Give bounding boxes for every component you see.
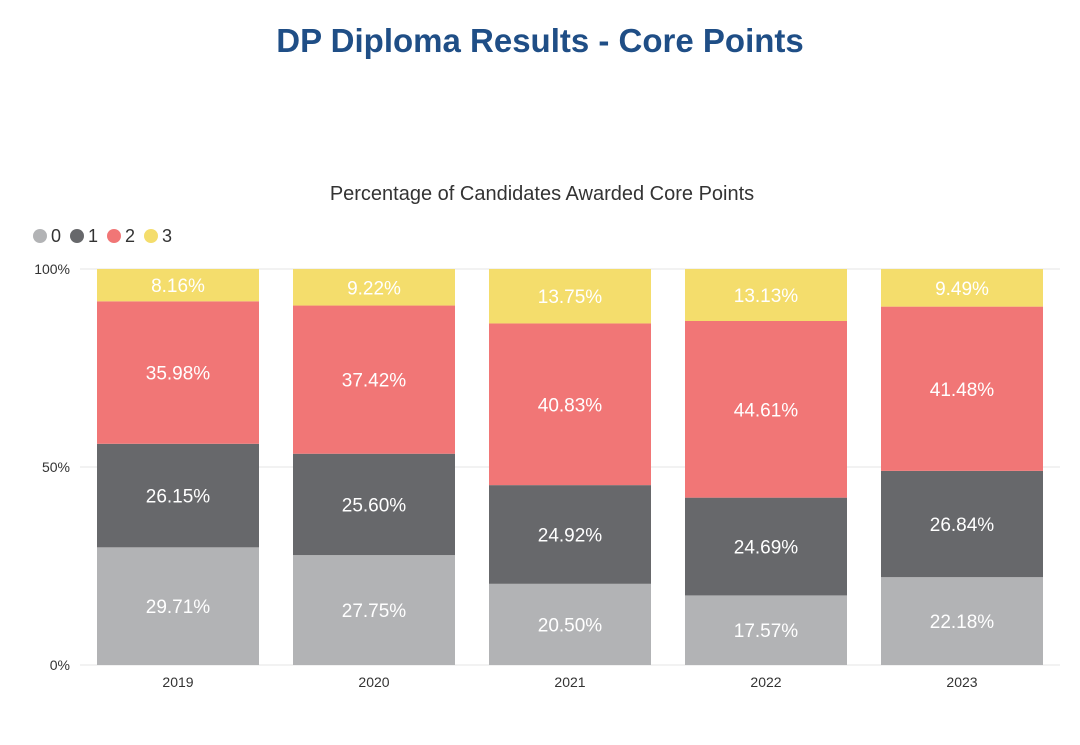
legend-label: 1 [88, 226, 98, 246]
legend-swatch [70, 229, 84, 243]
bar-segment [293, 269, 455, 306]
bar-segment [97, 443, 259, 548]
bar-segment [881, 306, 1043, 471]
bar-segment [97, 301, 259, 444]
data-label: 37.42% [342, 371, 407, 392]
data-label: 29.71% [146, 597, 211, 618]
data-label: 25.60% [342, 495, 407, 516]
data-label: 17.57% [734, 621, 799, 642]
bar-segment [881, 269, 1043, 307]
legend-label: 0 [51, 226, 61, 246]
legend-swatch [107, 229, 121, 243]
y-tick-label: 0% [50, 657, 70, 673]
bar-segment [685, 320, 847, 498]
data-label: 40.83% [538, 395, 603, 416]
data-label: 22.18% [930, 612, 995, 633]
bar-segment [293, 305, 455, 454]
data-label: 24.69% [734, 538, 799, 559]
page-title: DP Diploma Results - Core Points [276, 22, 804, 59]
data-label: 13.75% [538, 287, 603, 308]
bar-segment [881, 470, 1043, 578]
x-tick-label: 2021 [554, 674, 585, 690]
bar-segment [685, 595, 847, 665]
bar-segment [97, 547, 259, 665]
bar-segment [489, 583, 651, 665]
data-label: 8.16% [151, 276, 205, 297]
y-axis: 0% 50% 100% [34, 261, 70, 673]
data-label: 13.13% [734, 286, 799, 307]
bar-segment [489, 485, 651, 584]
bars: 29.71% 26.15% 35.98% 8.16% 27.75% 25.60% 37.42… [97, 269, 1043, 665]
data-label: 44.61% [734, 400, 799, 421]
data-label: 35.98% [146, 364, 211, 385]
x-tick-label: 2022 [750, 674, 781, 690]
data-label: 24.92% [538, 525, 603, 546]
legend: 0 1 2 3 [33, 226, 172, 246]
legend-label: 2 [125, 226, 135, 246]
legend-label: 3 [162, 226, 172, 246]
legend-swatch [144, 229, 158, 243]
y-tick-label: 50% [42, 459, 70, 475]
chart-title: Percentage of Candidates Awarded Core Po… [330, 183, 754, 205]
x-tick-label: 2023 [946, 674, 977, 690]
bar-segment [97, 269, 259, 302]
y-tick-label: 100% [34, 261, 70, 277]
x-axis: 2019 2020 2021 2022 2023 [162, 674, 977, 690]
bar-segment [685, 269, 847, 321]
bar-segment [685, 497, 847, 596]
x-tick-label: 2019 [162, 674, 193, 690]
data-label: 9.22% [347, 278, 401, 299]
x-tick-label: 2020 [358, 674, 389, 690]
data-label: 9.49% [935, 279, 989, 300]
bar-segment [881, 577, 1043, 665]
data-label: 26.84% [930, 515, 995, 536]
bar-segment [293, 555, 455, 665]
bar-segment [293, 453, 455, 556]
data-label: 20.50% [538, 615, 603, 636]
bar-segment [489, 323, 651, 486]
data-label: 26.15% [146, 487, 211, 508]
data-label: 27.75% [342, 601, 407, 622]
bar-segment [489, 269, 651, 324]
data-label: 41.48% [930, 380, 995, 401]
legend-swatch [33, 229, 47, 243]
